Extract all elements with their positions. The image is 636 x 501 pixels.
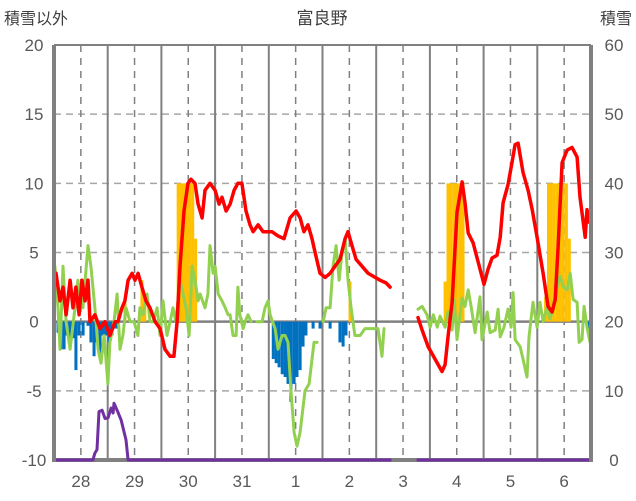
orange-bar [552,183,556,322]
y-right-tick-label: 40 [605,174,624,193]
y-left-tick-label: -5 [26,382,41,401]
orange-bar [458,183,462,322]
blue-bar [318,321,322,329]
blue-bar [328,321,332,329]
orange-bar [449,183,453,322]
green-series-line [321,237,386,358]
axes [52,44,593,462]
y-right-tick-label: 30 [605,244,624,263]
orange-bar [188,183,192,322]
blue-bar [77,321,81,336]
blue-bar [280,321,284,375]
x-tick-label: 3 [398,472,407,491]
orange-bar [564,183,568,322]
tick-labels: 20 60 15 50 10 40 5 30 0 20 -5 10 -10 0 28 29 30 31 1 2 3 4 5 6 [22,36,624,491]
x-tick-label: 29 [125,472,144,491]
orange-bar [558,183,562,322]
x-tick-label: 6 [559,472,568,491]
blue-bar [101,321,105,336]
blue-bar [81,321,85,336]
blue-bar [292,321,296,384]
orange-bar [455,183,459,322]
purple-series-line [52,401,392,462]
blue-bar [341,321,345,347]
blue-bar [68,321,72,343]
x-tick-label: 28 [71,472,90,491]
blue-bar [295,321,299,377]
blue-bar [587,321,591,329]
orange-bar [185,183,189,322]
x-tick-label: 30 [179,472,198,491]
blue-bar [289,321,293,402]
y-right-tick-label: 0 [609,451,618,470]
blue-bar [92,321,96,357]
grid [54,45,591,460]
blue-bar [304,321,308,336]
blue-bar [74,321,78,371]
blue-bar [62,321,66,350]
y-right-tick-label: 50 [605,105,624,124]
blue-bar [311,321,315,329]
orange-bar [140,280,144,322]
orange-bar [446,183,450,322]
green-series-line [255,299,319,448]
blue-bar [86,321,90,326]
orange-bar [546,183,550,322]
blue-bar [344,321,348,336]
orange-bar [549,183,553,322]
orange-bar [191,183,195,322]
blue-bar [271,321,275,360]
blue-bar [89,321,93,343]
blue-bar [338,321,342,343]
orange-bar [182,183,186,322]
orange-bar [443,281,447,322]
y-left-tick-label: 20 [25,36,44,55]
y-right-tick-label: 20 [605,313,624,332]
y-right-tick-label: 10 [605,382,624,401]
chart-title: 富良野 [297,9,348,29]
orange-bar [561,183,565,322]
x-tick-label: 2 [345,472,354,491]
y-right-tick-label: 60 [605,36,624,55]
x-tick-label: 31 [232,472,251,491]
green-series-line [53,244,253,386]
orange-bar [176,183,180,322]
blue-bar [301,321,305,347]
right-axis-label: 積雪 [600,9,632,28]
y-left-tick-label: -10 [22,451,47,470]
x-tick-label: 5 [506,472,515,491]
x-tick-label: 1 [291,472,300,491]
blue-bar [283,321,287,377]
blue-bar [298,321,302,371]
y-left-tick-label: 0 [29,313,38,332]
red-series-line [416,141,591,374]
red-series-line [54,177,392,359]
x-tick-label: 4 [452,472,461,491]
y-left-tick-label: 5 [29,244,38,263]
y-left-tick-label: 10 [25,174,44,193]
series-lines [52,141,593,462]
blue-bar [98,321,102,357]
y-left-tick-label: 15 [25,105,44,124]
orange-bar [461,183,465,322]
left-axis-label: 積雪以外 [4,9,68,28]
